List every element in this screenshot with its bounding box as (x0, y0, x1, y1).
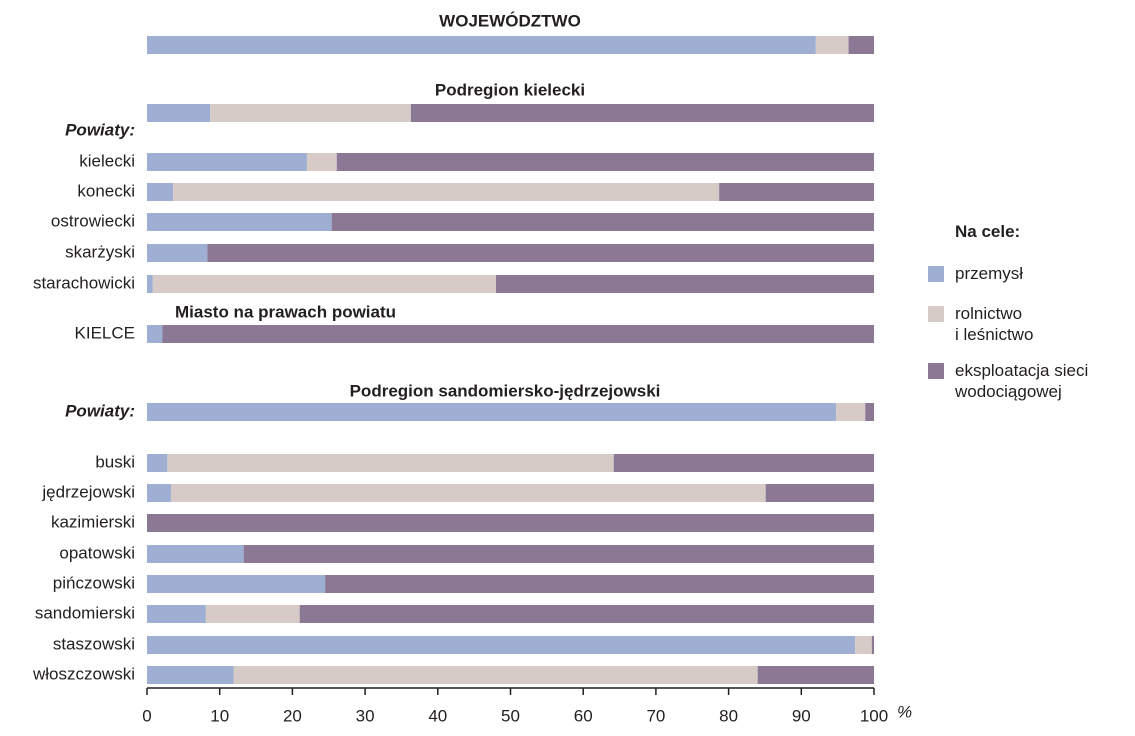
bar-segment (147, 575, 326, 593)
y-tick-label: pińczowski (53, 573, 135, 592)
y-tick-label: skarżyski (65, 242, 135, 261)
bar-segment (207, 244, 874, 262)
x-tick-label: 10 (210, 706, 229, 725)
x-tick-label: 70 (646, 706, 665, 725)
bar-segment (325, 575, 874, 593)
bar-segment (848, 36, 874, 54)
bar-segment (147, 454, 168, 472)
bar-segment (336, 153, 874, 171)
legend-swatch (928, 363, 944, 379)
bar-segment (147, 484, 171, 502)
bar-segment (495, 275, 874, 293)
bar-segment (147, 605, 206, 623)
y-tick-label: KIELCE (75, 323, 135, 342)
y-tick-label: jędrzejowski (41, 482, 135, 501)
bar-segment (205, 605, 300, 623)
bar-segment (306, 153, 337, 171)
bar-segment (243, 545, 875, 563)
y-tick-label: buski (95, 452, 135, 471)
x-tick-label: 90 (792, 706, 811, 725)
y-tick-label: kielecki (79, 151, 135, 170)
heading: WOJEWÓDZTWO (439, 11, 581, 30)
x-tick-label: 60 (574, 706, 593, 725)
bar-segment (147, 666, 234, 684)
group-label: Powiaty: (65, 120, 135, 139)
bar-segment (613, 454, 874, 472)
y-tick-label: konecki (77, 181, 135, 200)
legend-label: przemysł (955, 264, 1024, 283)
bar-segment (871, 636, 874, 654)
y-tick-label: włoszczowski (32, 664, 135, 683)
y-tick-label: opatowski (59, 543, 135, 562)
bar-segment (147, 183, 174, 201)
legend-label: rolnictwo i leśnictwo (955, 304, 1034, 344)
x-tick-label: 50 (501, 706, 520, 725)
bar-segment (865, 403, 874, 421)
heading: Miasto na prawach powiatu (175, 302, 396, 321)
bar-segment (299, 605, 874, 623)
bar-segment (233, 666, 758, 684)
y-tick-label: kazimierski (51, 512, 135, 531)
bar-segment (167, 454, 614, 472)
bar-segment (855, 636, 872, 654)
bar-segment (331, 213, 875, 231)
bar-segment (719, 183, 874, 201)
y-tick-label: ostrowiecki (51, 211, 135, 230)
heading: Podregion kielecki (435, 80, 585, 99)
bar-segment (147, 514, 874, 532)
bar-segment (410, 104, 874, 122)
bar-segment (147, 153, 307, 171)
legend-label: eksploatacja sieci wodociągowej (955, 361, 1089, 401)
bar-segment (170, 484, 766, 502)
bar-segment (147, 403, 837, 421)
y-tick-label: starachowicki (33, 273, 135, 292)
x-unit: % (897, 702, 912, 721)
bar-segment (147, 36, 816, 54)
bar-segment (757, 666, 874, 684)
x-tick-label: 20 (283, 706, 302, 725)
bar-segment (173, 183, 720, 201)
x-tick-label: 80 (719, 706, 738, 725)
bar-segment (152, 275, 496, 293)
legend-title: Na cele: (955, 222, 1021, 241)
bar-segment (147, 275, 153, 293)
x-tick-label: 40 (428, 706, 447, 725)
y-tick-label: Powiaty: (65, 401, 135, 420)
bar-segment (162, 325, 875, 343)
bar-segment (147, 104, 211, 122)
bar-segment (836, 403, 866, 421)
bar-segment (765, 484, 874, 502)
legend-swatch (928, 306, 944, 322)
x-tick-label: 30 (356, 706, 375, 725)
y-tick-label: sandomierski (35, 603, 135, 622)
bar-segment (147, 244, 208, 262)
bar-segment (147, 213, 332, 231)
heading: Podregion sandomiersko-jędrzejowski (350, 381, 661, 400)
legend-swatch (928, 266, 944, 282)
bar-segment (147, 636, 856, 654)
bar-segment (815, 36, 849, 54)
x-tick-label: 0 (142, 706, 151, 725)
x-tick-label: 100 (860, 706, 888, 725)
bar-segment (210, 104, 411, 122)
bar-segment (147, 545, 244, 563)
bar-segment (147, 325, 163, 343)
y-tick-label: staszowski (53, 634, 135, 653)
